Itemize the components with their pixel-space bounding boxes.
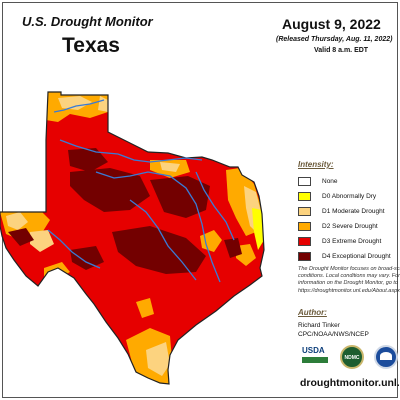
legend-label: D0 Abnormally Dry (322, 192, 377, 200)
d1-bigbend-region (30, 230, 54, 252)
legend-item-d2: D2 Severe Drought (298, 219, 400, 233)
drought-regions (0, 92, 264, 384)
legend: None D0 Abnormally Dry D1 Moderate Droug… (298, 174, 400, 264)
d1-north-region (160, 162, 180, 172)
d1-panhandle-region (58, 96, 92, 110)
d1-south-region (146, 342, 170, 376)
legend-label: D2 Severe Drought (322, 222, 378, 230)
legend-item-d1: D1 Moderate Drought (298, 204, 400, 218)
legend-swatch (298, 221, 311, 231)
colorado-river (129, 199, 197, 281)
d4-north-region (68, 148, 108, 172)
legend-swatch (298, 236, 311, 246)
d4-southwest-region (70, 246, 104, 270)
valid-time: Valid 8 a.m. EDT (314, 47, 369, 54)
d2-south-central (136, 298, 154, 318)
pecos-river (47, 229, 101, 269)
legend-swatch (298, 206, 311, 216)
d4-westcentral-region (70, 168, 150, 212)
legend-label: D1 Moderate Drought (322, 207, 385, 215)
legend-item-d0: D0 Abnormally Dry (298, 189, 400, 203)
legend-label: D3 Extreme Drought (322, 237, 382, 245)
texas-outline (0, 91, 265, 385)
d2-se-region (236, 244, 256, 266)
website-link[interactable]: droughtmonitor.unl.edu (300, 377, 400, 389)
state-title: Texas (62, 34, 120, 57)
d0-east-region (252, 208, 264, 250)
legend-label: None (322, 177, 338, 185)
legend-title: Intensity: (298, 160, 334, 169)
d4-central-region (150, 176, 210, 218)
map-subtitle: U.S. Drought Monitor (22, 14, 153, 29)
noaa-bird-icon (380, 352, 392, 360)
legend-swatch (298, 176, 311, 186)
d4-far-west-region (8, 228, 34, 246)
trinity-river (195, 171, 235, 241)
canadian-river (53, 99, 105, 113)
red-river (59, 139, 203, 163)
note-line: conditions. Local conditions may vary. F… (298, 273, 400, 280)
legend-swatch (298, 251, 311, 261)
disclaimer-note: The Drought Monitor focuses on broad-sca… (298, 266, 400, 295)
legend-item-d3: D3 Extreme Drought (298, 234, 400, 248)
note-line: information on the Drought Monitor, go t… (298, 280, 398, 287)
author-name: Richard Tinker (298, 322, 340, 329)
noaa-logo (374, 345, 398, 369)
legend-swatch (298, 191, 311, 201)
usda-logo: USDA (302, 346, 328, 368)
d1-panhandle-east (98, 96, 108, 112)
d2-central-east (200, 230, 222, 252)
author-org: CPC/NOAA/NWS/NCEP (298, 331, 369, 338)
d1-west-region (6, 212, 28, 230)
brazos-river (95, 171, 221, 283)
usda-logo-bar (302, 357, 328, 363)
map-date: August 9, 2022 (282, 16, 381, 32)
d4-southeast-region (224, 238, 242, 258)
ndmc-logo-text: NDMC (344, 355, 360, 361)
legend-item-none: None (298, 174, 400, 188)
ndmc-logo: NDMC (340, 345, 364, 369)
rivers (47, 99, 235, 283)
legend-label: D4 Exceptional Drought (322, 252, 391, 260)
usda-logo-text: USDA (302, 346, 325, 355)
note-line: The Drought Monitor focuses on broad-sca… (298, 266, 400, 272)
release-date: (Released Thursday, Aug. 11, 2022) (276, 36, 393, 43)
legend-item-d4: D4 Exceptional Drought (298, 249, 400, 263)
author-title: Author: (298, 308, 327, 317)
note-link[interactable]: https://droughtmonitor.unl.edu/About.asp… (298, 287, 400, 294)
